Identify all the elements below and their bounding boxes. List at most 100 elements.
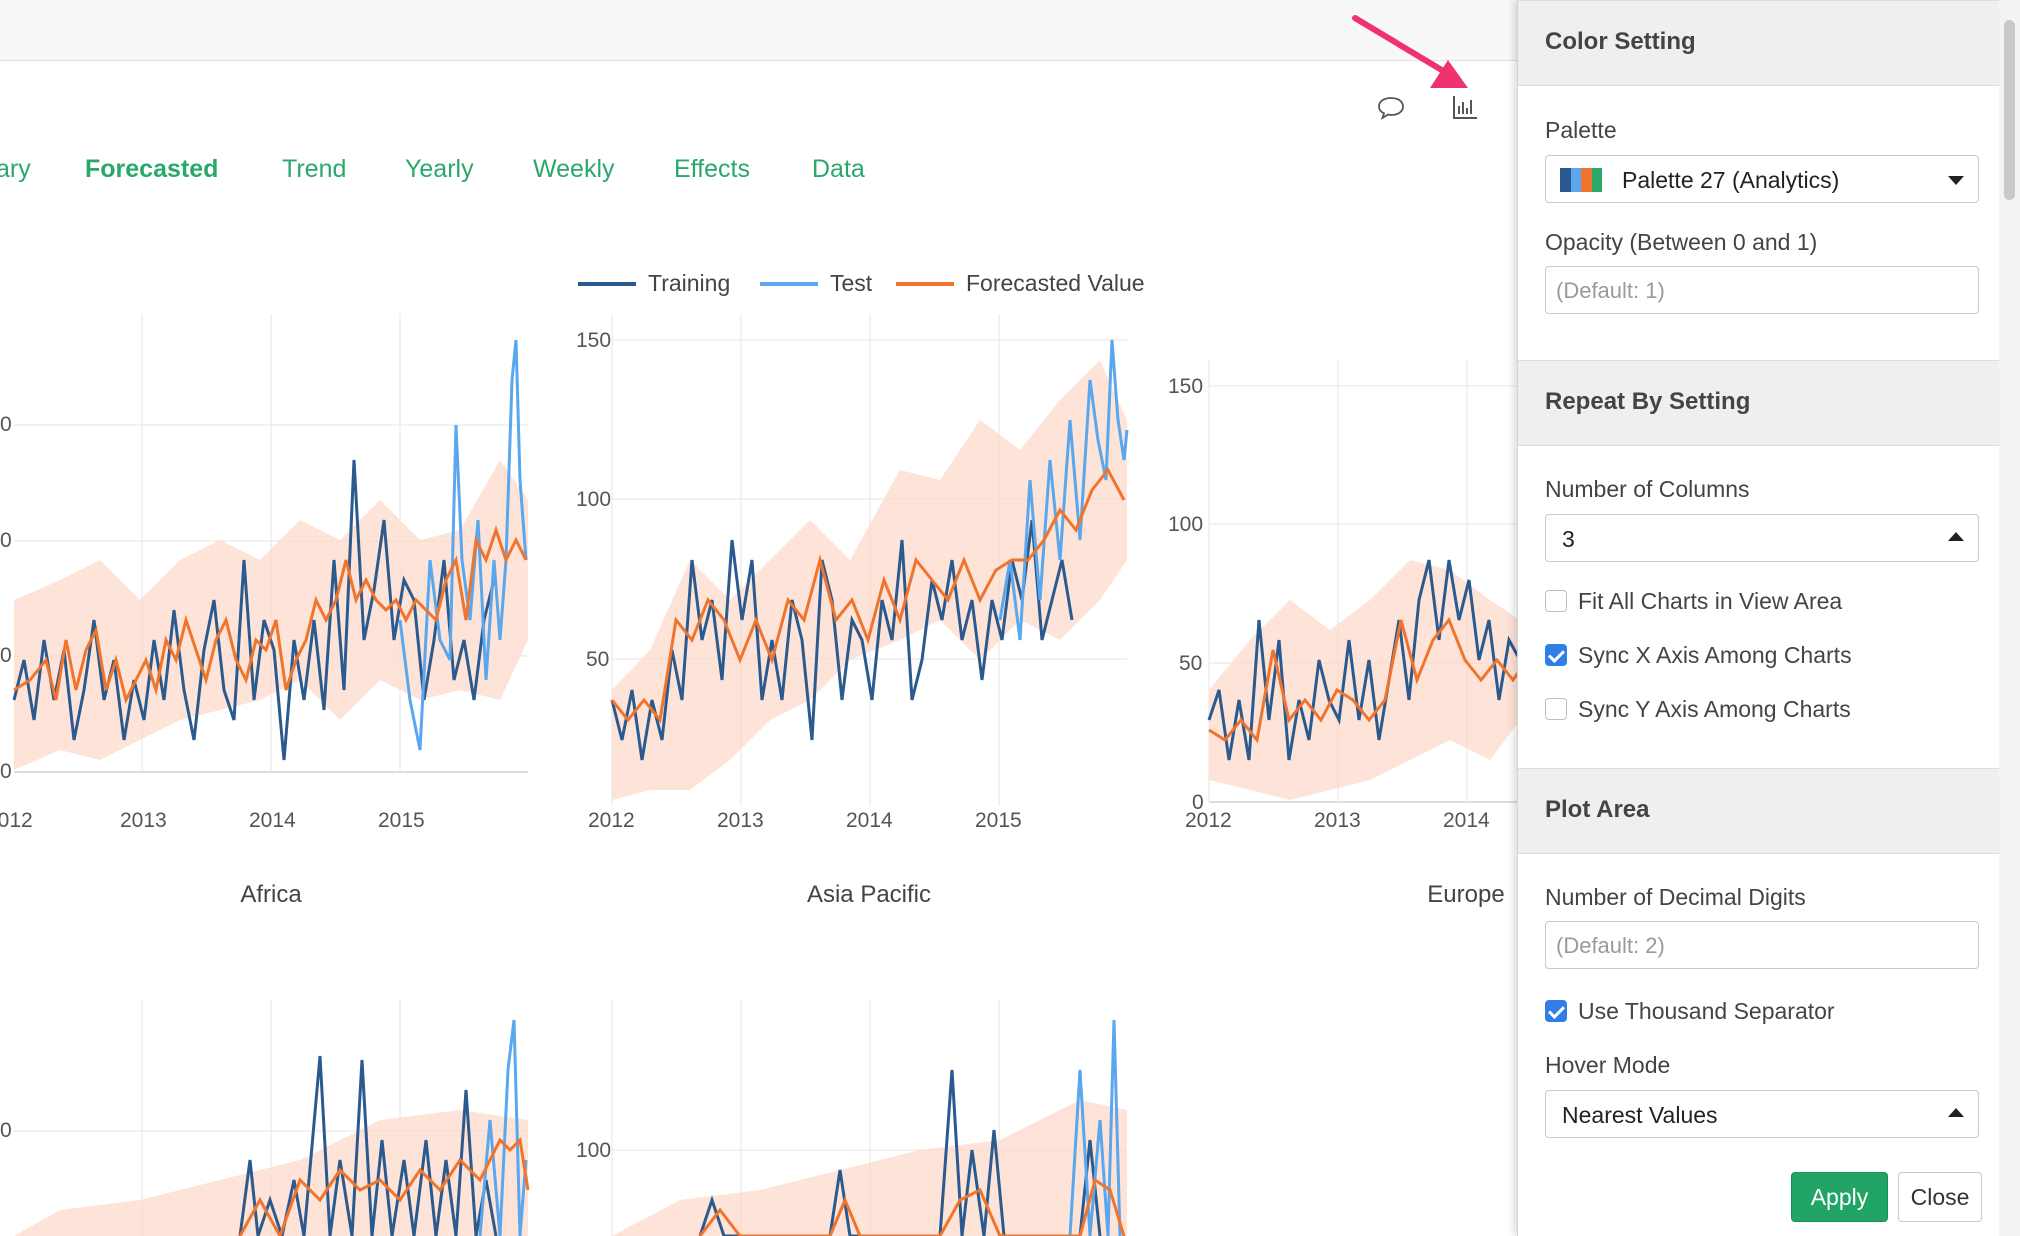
chevron-down-icon [1948,176,1964,185]
x-tick-label: 2014 [1443,809,1490,832]
hover-mode-value: Nearest Values [1562,1102,1718,1128]
series-test [398,339,528,751]
x-tick-label: 2012 [0,809,33,832]
series-test [478,1019,528,1236]
confidence-band [14,1110,528,1236]
scrollbar-thumb[interactable] [2004,20,2015,200]
sync-x-label: Sync X Axis Among Charts [1578,642,1852,668]
section-title: Repeat By Setting [1545,388,1751,415]
legend-swatch-training [578,281,636,286]
confidence-band [612,360,1127,800]
tab-forecasted[interactable]: Forecasted [85,155,219,183]
series-training [12,459,496,761]
x-tick-label: 2015 [975,809,1022,832]
chevron-up-icon [1948,1108,1964,1117]
palette-swatch-icon [1560,168,1602,192]
chart-asia-pacific: 150 100 50 2012 2013 2014 2015 Asia Paci… [576,314,1129,908]
thousand-separator-label: Use Thousand Separator [1578,998,1835,1024]
chart-row2-col1: 0 [0,1000,530,1236]
palette-label: Palette [1545,117,1617,143]
y-tick-label: 150 [1168,375,1203,398]
palette-value: Palette 27 (Analytics) [1622,167,1840,193]
apply-button[interactable]: Apply [1791,1172,1888,1222]
columns-select[interactable]: 3 [1545,514,1979,562]
section-header-repeat-by: Repeat By Setting [1518,360,2001,446]
charts-area: 0 0 0 0 2012 2013 2014 2015 Africa 150 1… [0,314,1520,1236]
y-tick-label: 0 [0,760,12,783]
fit-all-checkbox[interactable] [1545,590,1567,612]
legend-label: Training [648,270,731,296]
x-tick-label: 2013 [717,809,764,832]
chart-row2-col2: 100 [576,1000,1127,1236]
y-tick-label: 50 [1179,652,1202,675]
tab-yearly[interactable]: Yearly [405,155,474,183]
y-tick-label: 0 [0,529,12,552]
series-forecast [1208,617,1520,744]
confidence-band [14,460,528,770]
section-header-plot-area: Plot Area [1518,768,2001,854]
top-bar [0,0,1520,61]
series-forecast [698,1177,1126,1236]
sync-y-checkbox[interactable] [1545,698,1567,720]
series-training [1207,559,1520,761]
section-header-color: Color Setting [1518,0,2001,86]
legend-label: Test [830,270,873,296]
thousand-separator-checkbox[interactable] [1545,1000,1567,1022]
close-button[interactable]: Close [1898,1172,1982,1222]
section-title: Plot Area [1545,796,1650,823]
series-forecast [13,525,528,705]
opacity-placeholder: (Default: 1) [1556,278,1665,303]
chart-title-europe: Europe [1427,881,1504,908]
chart-title-asia-pacific: Asia Pacific [807,881,931,908]
y-tick-label: 100 [576,1139,611,1162]
x-tick-label: 2013 [1314,809,1361,832]
hover-mode-select[interactable]: Nearest Values [1545,1090,1979,1138]
x-tick-label: 2012 [588,809,635,832]
opacity-label: Opacity (Between 0 and 1) [1545,229,1818,255]
y-tick-label: 0 [0,413,12,436]
legend-swatch-test [760,281,818,286]
comment-icon[interactable] [1376,92,1406,122]
series-forecast [238,1136,530,1236]
y-tick-label: 0 [0,644,12,667]
tab-data[interactable]: Data [812,155,865,183]
decimal-placeholder: (Default: 2) [1556,933,1665,958]
opacity-input[interactable]: (Default: 1) [1545,266,1979,314]
legend-swatch-forecasted [896,281,954,286]
legend-item-forecasted[interactable]: Forecasted Value [896,270,1145,297]
columns-value: 3 [1562,526,1575,552]
x-tick-label: 2013 [120,809,167,832]
series-training [698,1069,1102,1236]
y-tick-label: 0 [1192,791,1204,814]
tab-trend[interactable]: Trend [282,155,347,183]
chart-europe: 150 100 50 0 2012 2013 2014 Europe [1168,360,1520,908]
palette-select[interactable]: Palette 27 (Analytics) [1545,155,1979,203]
tab-summary[interactable]: ary [0,155,31,183]
columns-label: Number of Columns [1545,476,1750,502]
panel-scrollbar[interactable] [1999,0,2020,1236]
sync-x-checkbox[interactable] [1545,644,1567,666]
chart-title-africa: Africa [240,881,302,908]
series-forecast [610,467,1126,724]
series-test [1068,1019,1122,1236]
chevron-up-icon [1948,532,1964,541]
tab-effects[interactable]: Effects [674,155,750,183]
y-tick-label: 100 [576,488,611,511]
chart-africa: 0 0 0 0 2012 2013 2014 2015 Africa [0,314,528,908]
chart-settings-panel: Color Setting Palette Palette 27 (Analyt… [1517,0,2001,1236]
x-tick-label: 2012 [1185,809,1232,832]
x-tick-label: 2015 [378,809,425,832]
decimal-label: Number of Decimal Digits [1545,884,1806,910]
tab-weekly[interactable]: Weekly [533,155,615,183]
fit-all-label: Fit All Charts in View Area [1578,588,1843,614]
confidence-band [612,1100,1127,1236]
y-tick-label: 0 [0,1119,12,1142]
legend-item-test[interactable]: Test [760,270,872,297]
y-tick-label: 100 [1168,513,1203,536]
y-tick-label: 50 [586,648,609,671]
decimal-input[interactable]: (Default: 2) [1545,921,1979,969]
section-title: Color Setting [1545,28,1696,55]
x-tick-label: 2014 [846,809,893,832]
legend-item-training[interactable]: Training [578,270,730,297]
chart-settings-icon[interactable] [1450,92,1480,122]
